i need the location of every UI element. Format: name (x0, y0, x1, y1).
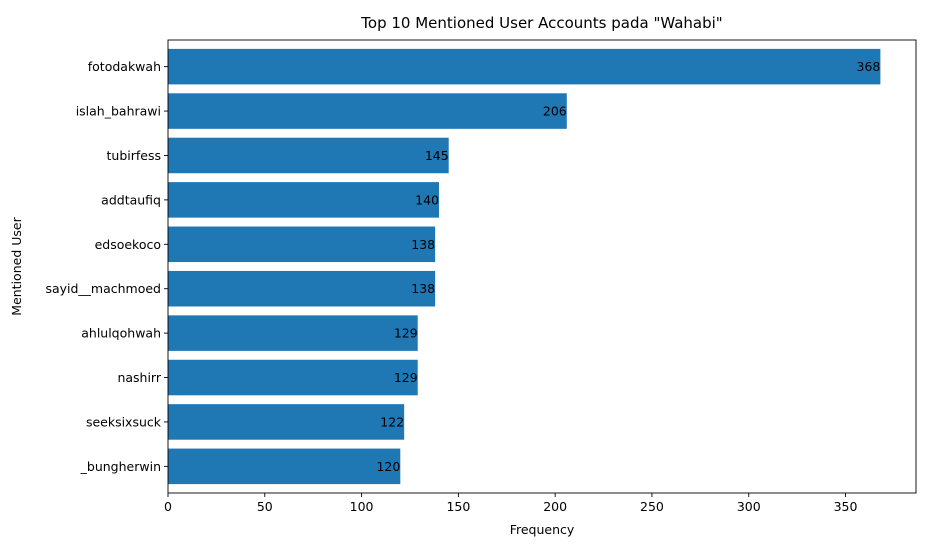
bar-addtaufiq (168, 182, 440, 218)
x-tick-label: 300 (737, 499, 761, 514)
y-tick-label: addtaufiq (101, 192, 161, 207)
x-tick-label: 250 (640, 499, 664, 514)
x-tick-label: 100 (350, 499, 374, 514)
bar-islah_bahrawi (168, 93, 567, 129)
bar-fotodakwah (168, 48, 881, 85)
y-tick-label: islah_bahrawi (76, 104, 161, 119)
x-tick-label: 0 (164, 499, 172, 514)
y-tick-label: seeksixsuck (86, 414, 162, 429)
bar-edsoekoco (168, 226, 436, 263)
bar-_bungherwin (168, 448, 401, 485)
y-tick-label: edsoekoco (95, 237, 161, 252)
bar-tubirfess (168, 137, 449, 174)
bar-value-label: 368 (857, 59, 881, 74)
bar-value-label: 122 (380, 414, 404, 429)
y-tick-label: nashirr (117, 370, 161, 385)
plot-frame (167, 39, 917, 494)
x-tick-label: 350 (834, 499, 858, 514)
y-axis-ticks: fotodakwah islah_bahrawi tubirfess addtaufi… (45, 59, 168, 474)
bar-sayid__machmoed (168, 270, 436, 307)
bar-value-label: 206 (543, 104, 567, 119)
y-tick-label: fotodakwah (88, 59, 161, 74)
bar-nashirr (168, 359, 418, 396)
y-tick-label: _bungherwin (80, 459, 161, 474)
bar-value-label: 120 (376, 459, 400, 474)
x-axis-label: Frequency (510, 522, 575, 537)
y-tick-label: tubirfess (107, 148, 162, 163)
x-tick-label: 150 (446, 499, 470, 514)
bar-value-label: 138 (411, 237, 435, 252)
bars-group (168, 48, 881, 485)
bar-labels-group: 368 206 145 140 138 138 129 129 122 120 (376, 59, 880, 474)
bar-value-label: 140 (415, 192, 439, 207)
bar-seeksixsuck (168, 404, 405, 440)
y-tick-label: sayid__machmoed (45, 281, 161, 296)
x-tick-label: 50 (257, 499, 273, 514)
bar-ahlulqohwah (168, 315, 418, 351)
x-tick-label: 200 (543, 499, 567, 514)
x-axis-ticks: 0 50 100 150 200 250 300 350 (164, 493, 858, 514)
chart-title: Top 10 Mentioned User Accounts pada "Wah… (360, 14, 722, 32)
bar-value-label: 129 (394, 326, 418, 341)
bar-value-label: 138 (411, 281, 435, 296)
bar-value-label: 129 (394, 370, 418, 385)
bar-value-label: 145 (425, 148, 449, 163)
y-tick-label: ahlulqohwah (81, 326, 161, 341)
y-axis-label: Mentioned User (9, 216, 24, 315)
